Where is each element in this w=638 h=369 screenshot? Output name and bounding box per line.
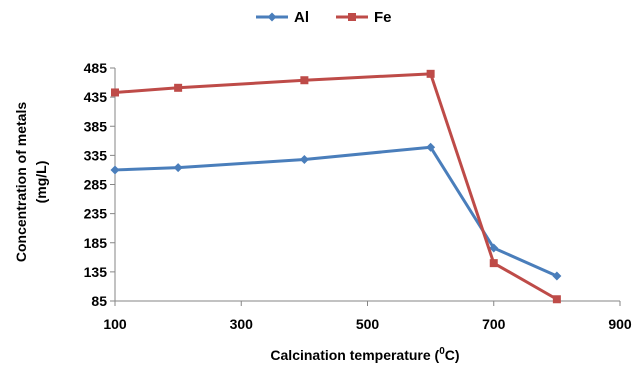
data-point-fe <box>489 259 498 268</box>
legend-label: Al <box>294 9 309 26</box>
series-line-fe <box>114 72 558 301</box>
data-point-fe <box>300 76 309 85</box>
axes <box>114 68 620 302</box>
data-point-al <box>299 154 309 164</box>
y-axis-title-line2: (mg/L) <box>33 161 49 204</box>
series-group <box>110 69 562 304</box>
y-tick-label: 285 <box>84 177 108 193</box>
data-point-al <box>489 243 499 253</box>
x-axis-title-sup: 0 <box>439 346 445 357</box>
y-axis-title: Concentration of metals <box>13 102 29 262</box>
y-axis-title-2: (mg/L) <box>33 161 49 204</box>
y-tick-label: 335 <box>84 147 108 163</box>
legend-swatch-marker <box>267 12 277 22</box>
y-axis-ticks: 85 135 185 235 285 335 385 435 485 <box>84 60 115 309</box>
y-axis-title-line1: Concentration of metals <box>13 102 29 262</box>
x-tick-label: 900 <box>608 316 632 332</box>
y-tick-label: 235 <box>84 206 108 222</box>
series-al <box>110 142 562 281</box>
y-tick-label: 85 <box>91 293 107 309</box>
series-fe <box>111 69 561 304</box>
x-tick-label: 700 <box>482 316 506 332</box>
data-point-al <box>173 163 183 173</box>
x-axis-title-text: Calcination temperature ( <box>270 347 439 363</box>
legend-label: Fe <box>374 9 392 26</box>
x-tick-label: 500 <box>356 316 380 332</box>
data-point-al <box>426 142 436 152</box>
series-line-al <box>114 145 558 278</box>
data-point-fe <box>111 88 119 97</box>
y-tick-label: 385 <box>84 118 108 134</box>
x-tick-label: 300 <box>230 316 254 332</box>
data-point-al <box>552 271 562 281</box>
data-point-fe <box>174 83 183 92</box>
y-tick-label: 485 <box>84 60 108 76</box>
y-tick-label: 185 <box>84 235 108 251</box>
y-tick-label: 435 <box>84 89 108 105</box>
x-axis-ticks: 100 300 500 700 900 <box>103 301 632 332</box>
y-tick-label: 135 <box>84 264 108 280</box>
data-point-fe <box>552 295 561 304</box>
legend-item-fe: Fe <box>336 9 392 26</box>
legend-swatch-marker <box>348 13 356 21</box>
legend-item-al: Al <box>256 9 309 26</box>
x-tick-label: 100 <box>103 316 127 332</box>
x-axis-title-unit: C) <box>445 347 460 363</box>
data-point-al <box>110 165 120 175</box>
data-point-fe <box>426 69 435 78</box>
x-axis-title: Calcination temperature (0C) <box>270 346 459 363</box>
legend: Al Fe <box>256 9 392 26</box>
